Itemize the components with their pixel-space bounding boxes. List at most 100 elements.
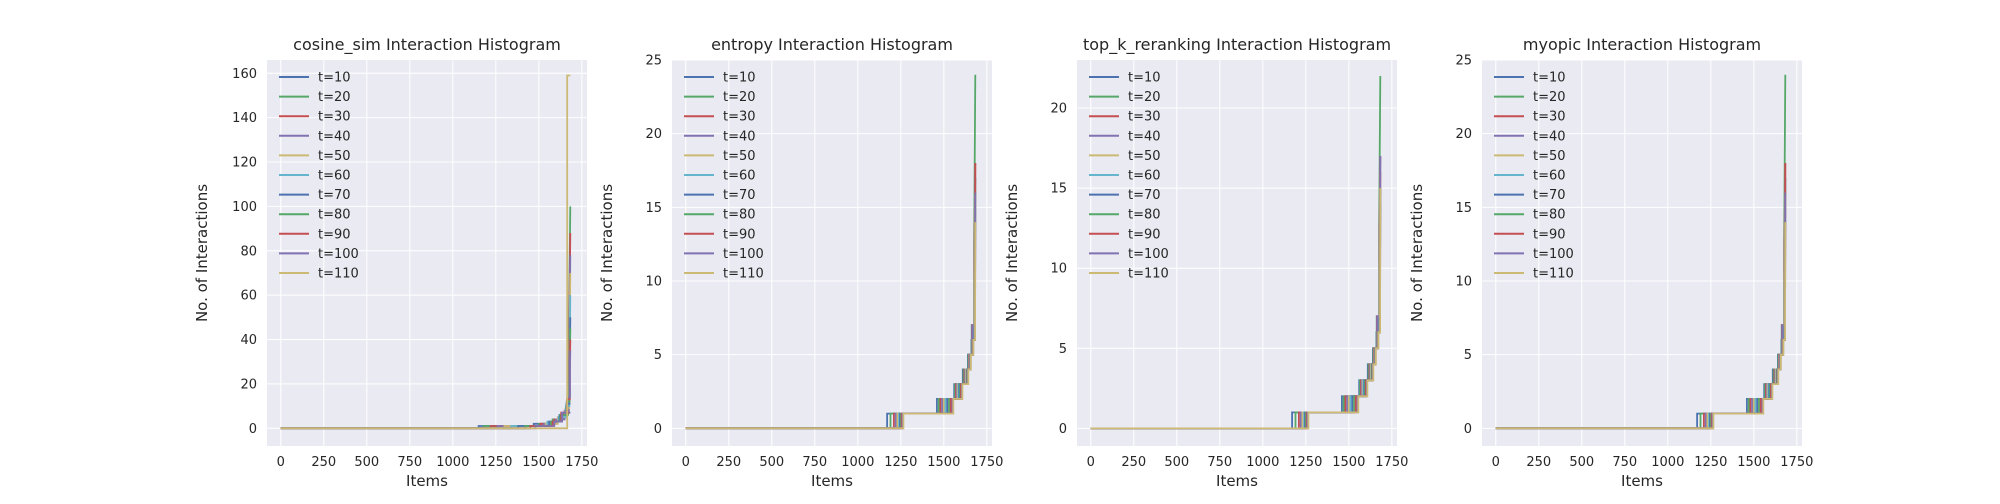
y-tick-label: 15 <box>1050 182 1067 197</box>
x-tick-label: 500 <box>354 455 379 470</box>
y-tick-label: 20 <box>240 377 257 392</box>
legend-label: t=110 <box>1128 267 1169 282</box>
plot-area <box>267 60 587 446</box>
plot-area <box>672 60 992 446</box>
x-tick-label: 750 <box>397 455 422 470</box>
series-line-t-100 <box>280 350 572 430</box>
y-axis-label: No. of Interactions <box>1003 184 1021 322</box>
legend-label: t=110 <box>723 267 764 282</box>
legend-label: t=50 <box>1128 149 1161 164</box>
legend-label: t=30 <box>318 110 351 125</box>
chart-title: cosine_sim Interaction Histogram <box>293 35 561 55</box>
legend-label: t=60 <box>1533 169 1566 184</box>
x-tick-label: 1000 <box>1651 455 1684 470</box>
y-tick-label: 0 <box>654 422 662 437</box>
legend-label: t=50 <box>723 149 756 164</box>
legend-label: t=50 <box>318 149 351 164</box>
legend-label: t=10 <box>318 71 351 86</box>
legend: t=10 t=20 t=30 t=40 t=50 t=60 t=70 t=80 t=90 t=10… <box>279 71 359 282</box>
y-tick-label: 0 <box>1059 422 1067 437</box>
y-tick-label: 160 <box>232 67 257 82</box>
x-tick-label: 500 <box>1569 455 1594 470</box>
legend-label: t=70 <box>318 188 351 203</box>
x-tick-label: 500 <box>759 455 784 470</box>
y-tick-label: 5 <box>1464 348 1472 363</box>
y-tick-label: 0 <box>1464 422 1472 437</box>
y-tick-label: 20 <box>1455 127 1472 142</box>
x-axis-label: Items <box>1621 472 1663 490</box>
legend: t=10 t=20 t=30 t=40 t=50 t=60 t=70 t=80 t=90 t=10… <box>1494 71 1574 282</box>
chart-title: entropy Interaction Histogram <box>711 35 953 54</box>
legend-label: t=100 <box>723 247 764 262</box>
legend-label: t=40 <box>1128 129 1161 144</box>
x-tick-label: 250 <box>1526 455 1551 470</box>
x-tick-label: 0 <box>277 455 285 470</box>
x-tick-label: 1250 <box>1289 455 1322 470</box>
x-tick-label: 750 <box>802 455 827 470</box>
chart-title: top_k_reranking Interaction Histogram <box>1083 35 1391 55</box>
x-tick-label: 500 <box>1164 455 1189 470</box>
legend-label: t=30 <box>1533 110 1566 125</box>
legend-label: t=60 <box>723 169 756 184</box>
legend-label: t=80 <box>723 208 756 223</box>
legend-label: t=70 <box>1533 188 1566 203</box>
y-tick-label: 40 <box>240 333 257 348</box>
y-tick-label: 5 <box>654 348 662 363</box>
y-tick-label: 140 <box>232 111 257 126</box>
plot-area <box>1077 60 1397 446</box>
chart-panel-2: 0 250 500 750 1000 1250 1500 1750 0 5 10 15 20 25 entr… <box>598 35 1003 490</box>
y-tick-label: 20 <box>1050 102 1067 117</box>
y-tick-label: 20 <box>645 127 662 142</box>
y-tick-label: 15 <box>645 201 662 216</box>
y-tick-label: 5 <box>1059 342 1067 357</box>
legend-label: t=10 <box>723 71 756 86</box>
legend-label: t=90 <box>1128 227 1161 242</box>
y-tick-label: 60 <box>240 289 257 304</box>
legend-label: t=80 <box>318 208 351 223</box>
x-tick-label: 250 <box>311 455 336 470</box>
y-tick-label: 80 <box>240 244 257 259</box>
y-tick-label: 10 <box>645 274 662 289</box>
legend-label: t=10 <box>1533 71 1566 86</box>
y-axis-label: No. of Interactions <box>598 184 616 322</box>
x-tick-label: 1250 <box>1694 455 1727 470</box>
x-tick-label: 1250 <box>884 455 917 470</box>
series-group <box>685 74 977 430</box>
y-axis-label: No. of Interactions <box>1408 184 1426 322</box>
legend-label: t=30 <box>1128 110 1161 125</box>
legend-label: t=60 <box>1128 169 1161 184</box>
x-axis-label: Items <box>406 472 448 490</box>
legend-label: t=30 <box>723 110 756 125</box>
x-tick-label: 0 <box>682 455 690 470</box>
x-tick-label: 0 <box>1087 455 1095 470</box>
legend-label: t=50 <box>1533 149 1566 164</box>
chart-panel-1: 0 250 500 750 1000 1250 1500 1750 0 20 40 60 80 100 12… <box>193 35 598 490</box>
y-tick-label: 25 <box>645 54 662 69</box>
y-tick-label: 10 <box>1050 262 1067 277</box>
x-tick-label: 1500 <box>927 455 960 470</box>
series-group <box>1090 75 1382 430</box>
legend-label: t=20 <box>318 90 351 105</box>
legend-label: t=40 <box>318 129 351 144</box>
x-tick-label: 250 <box>716 455 741 470</box>
legend-label: t=40 <box>723 129 756 144</box>
y-tick-label: 0 <box>249 422 257 437</box>
x-tick-label: 1500 <box>1737 455 1770 470</box>
x-tick-label: 1750 <box>1780 455 1813 470</box>
legend-label: t=80 <box>1128 208 1161 223</box>
series-line-t-110 <box>280 74 571 430</box>
legend-label: t=20 <box>1128 90 1161 105</box>
x-tick-label: 1250 <box>479 455 512 470</box>
x-tick-label: 1750 <box>565 455 598 470</box>
x-axis-label: Items <box>811 472 853 490</box>
legend-label: t=100 <box>1533 247 1574 262</box>
legend-label: t=100 <box>1128 247 1169 262</box>
legend: t=10 t=20 t=30 t=40 t=50 t=60 t=70 t=80 t=90 t=10… <box>684 71 764 282</box>
legend-label: t=70 <box>723 188 756 203</box>
legend-label: t=110 <box>1533 267 1574 282</box>
legend-label: t=100 <box>318 247 359 262</box>
y-tick-label: 100 <box>232 200 257 215</box>
x-axis-label: Items <box>1216 472 1258 490</box>
